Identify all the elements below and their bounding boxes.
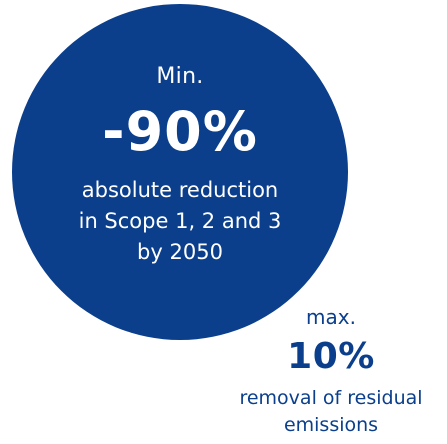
reduction-description-line-2: in Scope 1, 2 and 3 [78,209,282,233]
min-label: Min. [156,64,204,89]
reduction-description-line-1: absolute reduction [81,178,279,202]
max-label: max. [306,305,356,329]
residual-description-line-2: emissions [283,414,379,436]
reduction-value: -90% [102,100,258,163]
residual-description-line-1: removal of residual [239,387,423,409]
residual-value: 10% [287,336,375,377]
target-circle [12,4,348,340]
reduction-description-line-3: by 2050 [137,240,223,264]
